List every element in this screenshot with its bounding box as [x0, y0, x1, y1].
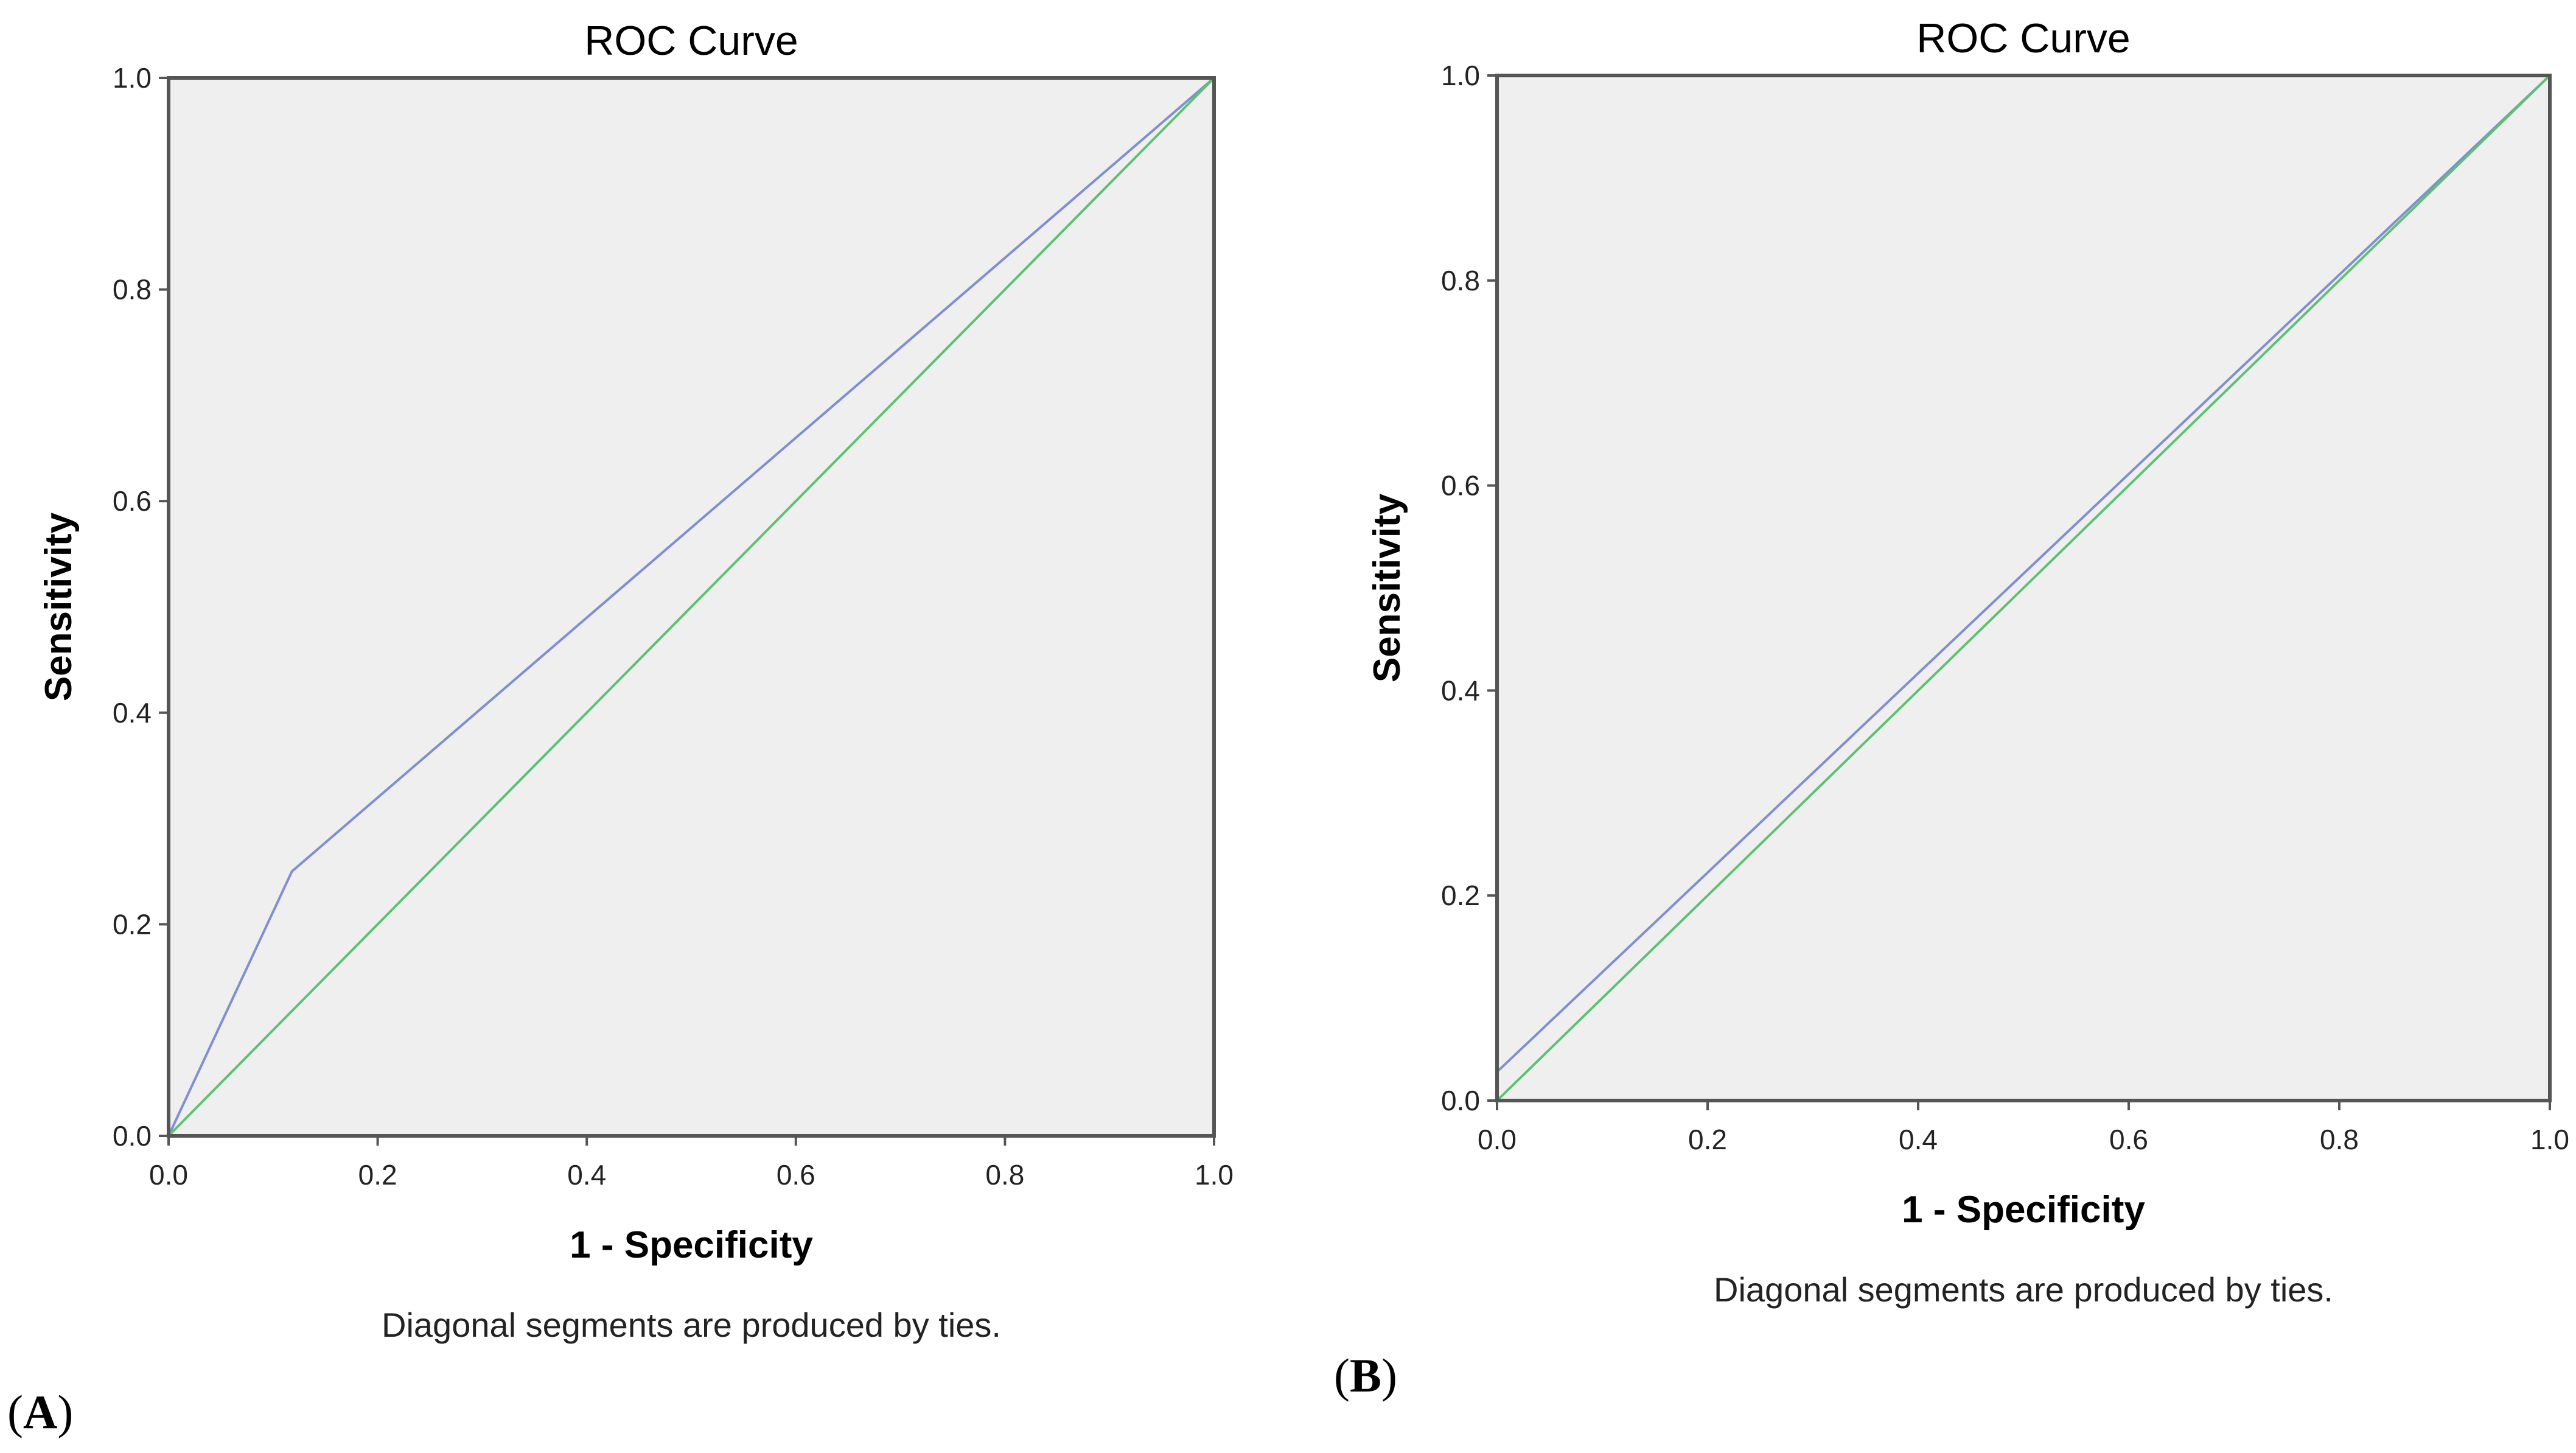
chart-footnote: Diagonal segments are produced by ties. [382, 1306, 1001, 1344]
reference-diagonal-line [167, 77, 1215, 1137]
x-axis-label: 1 - Specificity [570, 1224, 813, 1266]
plot-frame [1495, 74, 2552, 1102]
y-tick-label: 1.0 [1441, 60, 1480, 91]
roc-curve-line [167, 77, 1215, 1136]
x-tick-label: 0.6 [777, 1159, 815, 1191]
plot-frame [167, 76, 1216, 1138]
x-tick-label: 0.4 [567, 1159, 606, 1191]
roc-chart-a: 0.0 0.2 0.4 0.6 0.8 1.0 0.0 0.2 0.4 0.6 0.8 1.0 ROC … [38, 18, 1234, 1344]
y-tick-label: 0.4 [1441, 674, 1480, 706]
x-tick-label: 0.2 [358, 1159, 397, 1191]
x-tick-label: 0.8 [2320, 1124, 2359, 1155]
y-tick-label: 0.4 [113, 697, 152, 729]
y-axis-label: Sensitivity [38, 512, 80, 701]
y-tick-label: 0.6 [113, 485, 152, 517]
x-tick-label: 1.0 [1195, 1159, 1234, 1191]
reference-diagonal-line [1496, 74, 2551, 1102]
panel-label-a: (A) [7, 1385, 74, 1438]
y-tick-label: 0.0 [1441, 1085, 1480, 1116]
y-tick-label: 0.8 [1441, 265, 1480, 296]
x-tick-label: 1.0 [2530, 1124, 2569, 1155]
y-tick-label: 0.6 [1441, 470, 1480, 502]
x-tick-label: 0.8 [985, 1159, 1024, 1191]
y-tick-label: 0.8 [113, 274, 152, 306]
y-tick-label: 0.0 [113, 1120, 152, 1152]
x-tick-label: 0.4 [1899, 1124, 1938, 1155]
x-tick-label: 0.0 [149, 1159, 188, 1191]
roc-curve-line [1496, 74, 2551, 1073]
x-tick-label: 0.6 [2109, 1124, 2148, 1155]
x-axis-label: 1 - Specificity [1902, 1189, 2145, 1231]
x-tick-label: 0.2 [1688, 1124, 1727, 1155]
chart-title: ROC Curve [584, 18, 798, 64]
y-tick-label: 0.2 [113, 908, 152, 940]
chart-footnote: Diagonal segments are produced by ties. [1714, 1270, 2333, 1309]
x-tick-label: 0.0 [1478, 1124, 1517, 1155]
chart-title: ROC Curve [1916, 15, 2130, 61]
y-tick-label: 1.0 [113, 62, 152, 94]
y-tick-label: 0.2 [1441, 880, 1480, 911]
panel-label-b: (B) [1334, 1349, 1397, 1402]
y-axis-label: Sensitivity [1366, 493, 1408, 682]
